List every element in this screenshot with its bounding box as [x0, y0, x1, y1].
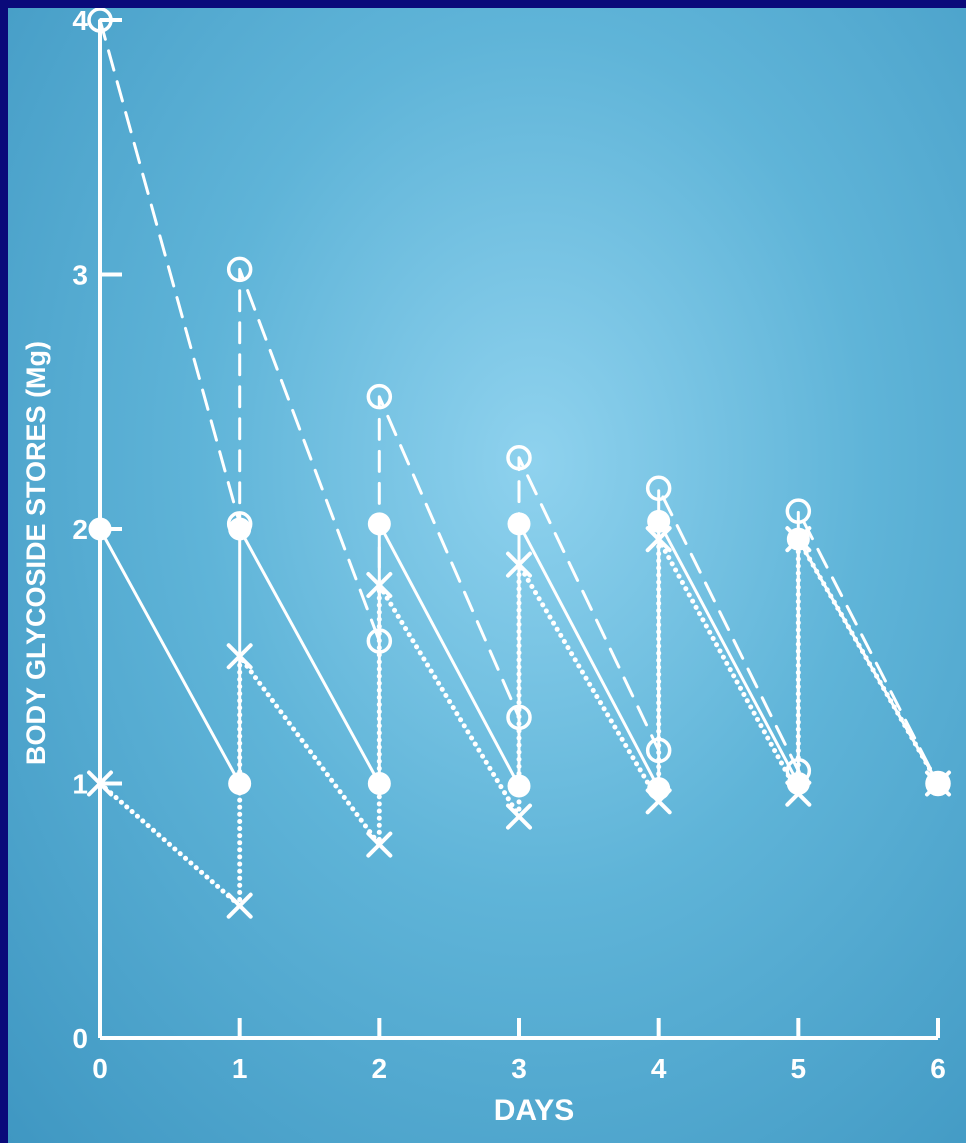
- x-marker-stroke: [645, 788, 672, 815]
- filled-circle-marker: [367, 772, 391, 795]
- x-marker: [506, 803, 532, 830]
- open-circle-marker: [645, 475, 672, 502]
- x-marker-stroke: [925, 770, 951, 797]
- series-line-x: [97, 536, 941, 909]
- x-marker-stroke: [226, 892, 253, 919]
- open-circle-marker: [87, 8, 113, 33]
- x-tick-label: 5: [791, 1053, 807, 1084]
- x-marker-stroke: [506, 803, 532, 830]
- x-marker: [366, 831, 393, 858]
- x-marker: [645, 526, 672, 553]
- open-circle-marker: [366, 383, 393, 410]
- filled-circle-marker: [507, 512, 531, 536]
- filled-circle-marker: [647, 509, 671, 533]
- x-marker: [785, 526, 812, 553]
- filled-circle-marker: [507, 774, 531, 798]
- glycoside-chart: 0 1 2 3 4 5 6 0 1 2 3 4 DAYS BODY GLYCOSIDE STORES …: [21, 8, 951, 1127]
- y-axis-label: BODY GLYCOSIDE STORES (Mg): [21, 341, 51, 765]
- y-tick-label: 2: [72, 514, 88, 545]
- x-marker-stroke: [645, 526, 672, 553]
- x-marker: [87, 770, 113, 797]
- y-tick-label: 0: [72, 1023, 88, 1054]
- x-marker-stroke: [366, 571, 393, 598]
- open-circle-marker: [506, 704, 532, 731]
- y-tick-label: 3: [72, 260, 88, 291]
- series-markers: [87, 8, 951, 919]
- x-marker: [366, 571, 393, 598]
- x-axis-label: DAYS: [494, 1094, 575, 1127]
- open-circle-marker: [506, 444, 532, 471]
- x-marker: [506, 551, 532, 578]
- filled-circle-marker: [367, 512, 391, 536]
- x-tick-label: 4: [651, 1053, 667, 1084]
- x-marker-stroke: [785, 780, 812, 807]
- x-marker: [925, 770, 951, 797]
- filled-circle-marker: [88, 517, 112, 541]
- filled-circle-marker: [228, 772, 252, 795]
- filled-circle-marker: [228, 517, 252, 541]
- y-tick-label: 4: [72, 8, 88, 36]
- tick-labels: 0 1 2 3 4 5 6 0 1 2 3 4: [72, 8, 945, 1084]
- x-marker-stroke: [366, 831, 393, 858]
- slide-background: 0 1 2 3 4 5 6 0 1 2 3 4 DAYS BODY GLYCOSIDE STORES …: [8, 8, 966, 1143]
- y-tick-label: 1: [72, 769, 88, 800]
- open-circle-marker: [366, 628, 393, 654]
- x-marker-stroke: [87, 770, 113, 797]
- x-marker: [785, 780, 812, 807]
- x-marker-stroke: [226, 643, 253, 670]
- x-tick-label: 2: [372, 1053, 388, 1084]
- x-tick-label: 0: [92, 1053, 108, 1084]
- x-marker-stroke: [506, 551, 532, 578]
- open-circle-marker: [645, 737, 672, 764]
- x-marker: [645, 788, 672, 815]
- x-tick-label: 1: [232, 1053, 248, 1084]
- x-marker-stroke: [785, 526, 812, 553]
- open-circle-marker: [785, 498, 812, 524]
- series-lines: [97, 18, 941, 909]
- x-marker: [226, 892, 253, 919]
- open-circle-marker: [226, 256, 253, 283]
- x-tick-label: 3: [511, 1053, 527, 1084]
- x-tick-label: 6: [930, 1053, 946, 1084]
- x-marker: [226, 643, 253, 670]
